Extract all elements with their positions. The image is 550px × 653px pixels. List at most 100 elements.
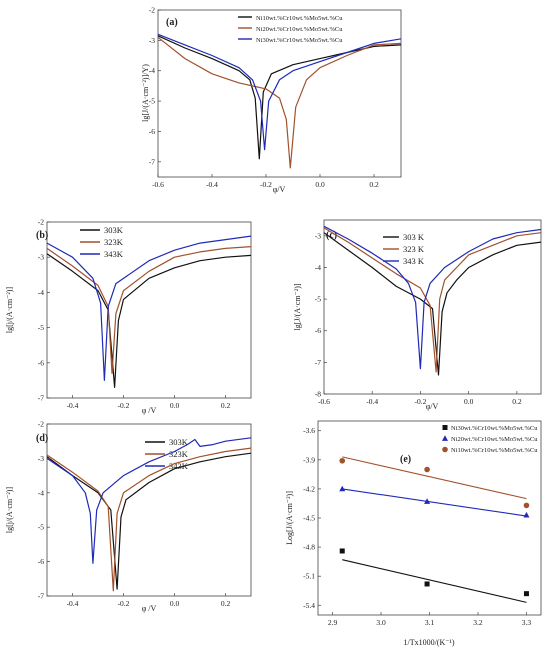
x-tick-label-d: 0.0 bbox=[170, 599, 180, 608]
x-tick-label-b: 0.0 bbox=[170, 401, 180, 410]
y-tick-label-b: -3 bbox=[38, 253, 44, 262]
data-point-e-0 bbox=[523, 591, 529, 597]
y-tick-label-c: -8 bbox=[315, 390, 321, 399]
legend-label-c-2: 343 K bbox=[403, 256, 425, 266]
series-layer-d bbox=[46, 437, 252, 592]
y-tick-label-b: -6 bbox=[38, 358, 44, 367]
x-tick-label-a: 0.2 bbox=[369, 180, 379, 189]
series-line-b-2 bbox=[46, 235, 252, 381]
y-tick-label-e: -3.6 bbox=[303, 426, 315, 435]
y-tick-label-d: -6 bbox=[38, 557, 44, 566]
x-tick-label-c: -0.4 bbox=[366, 397, 378, 406]
y-tick-label-c: -7 bbox=[315, 358, 321, 367]
legend-label-c-0: 303 K bbox=[403, 232, 425, 242]
x-tick-label-e: 3.0 bbox=[376, 618, 386, 627]
legend-e: Ni30wt.%Cr10wt.%Mo5wt.%Cu Ni20wt.%Cr10wt.… bbox=[442, 425, 538, 454]
plot-frame-b bbox=[46, 221, 252, 399]
y-tick-label-e: -5.1 bbox=[303, 572, 315, 581]
x-tick-label-a: 0.0 bbox=[315, 180, 325, 189]
y-axis-label-a: lg[J/(A·cm⁻²)]/Y) bbox=[141, 64, 150, 122]
axes-layer-c: -0.6 -0.4 -0.2 0.0 0.2 -8 -7 -6 -5 -4 -3 φ/V lg[J/(A… bbox=[293, 231, 522, 411]
data-point-e-1 bbox=[523, 511, 530, 518]
y-axis-label-c: lg[J/(A·cm⁻²)] bbox=[293, 283, 302, 330]
x-axis-label-b: φ /V bbox=[142, 406, 157, 415]
series-line-c-2 bbox=[323, 225, 542, 370]
x-axis-label-a: φ/V bbox=[273, 185, 286, 194]
x-tick-label-e: 2.9 bbox=[328, 618, 338, 627]
legend-label-d-0: 303K bbox=[169, 437, 189, 447]
axes-layer-a: -0.6 -0.4 -0.2 0.0 0.2 -7 -6 -5 -4 -3 -2 φ/V lg[J/(A… bbox=[141, 6, 379, 195]
panel-label-c: (c) bbox=[326, 230, 337, 241]
legend-d: 303K 323K 343K bbox=[145, 437, 189, 471]
plot-frame-d bbox=[46, 423, 252, 597]
axes-layer-e: 2.9 3.0 3.1 3.2 3.3 -5.4 -5.1 -4.8 -4.5 -4.2 -3.9 -… bbox=[285, 426, 531, 647]
plot-frame-a bbox=[157, 9, 402, 178]
y-tick-label-c: -3 bbox=[315, 231, 321, 240]
series-line-a-2 bbox=[157, 33, 402, 151]
y-tick-label-a: -4 bbox=[149, 66, 155, 75]
legend-c: 303 K 323 K 343 K bbox=[383, 232, 425, 266]
y-tick-label-b: -4 bbox=[38, 288, 44, 297]
legend-label-b-0: 303K bbox=[104, 225, 124, 235]
x-tick-label-b: -0.4 bbox=[67, 401, 79, 410]
data-point-e-1 bbox=[339, 485, 346, 492]
x-axis-label-c: φ/V bbox=[426, 402, 439, 411]
y-tick-label-a: -2 bbox=[149, 6, 155, 15]
legend-marker-e-0 bbox=[442, 425, 448, 430]
x-tick-label-c: -0.6 bbox=[318, 397, 330, 406]
y-tick-label-d: -7 bbox=[38, 592, 44, 601]
y-tick-label-b: -5 bbox=[38, 323, 44, 332]
legend-label-e-2: Ni10wt.%Cr10wt.%Mo5wt.%Cu bbox=[451, 447, 538, 454]
x-tick-label-a: -0.2 bbox=[260, 180, 272, 189]
y-axis-label-b: lg[j/(A·cm⁻²)] bbox=[5, 287, 14, 333]
x-tick-label-e: 3.3 bbox=[522, 618, 532, 627]
series-layer-b bbox=[46, 235, 252, 388]
y-tick-label-d: -4 bbox=[38, 488, 44, 497]
legend-label-a-1: Ni20wt.%Cr10wt.%Mo5wt.%Cu bbox=[256, 26, 343, 33]
panel-e: (e) Ni30wt.%Cr10wt.%Mo5wt.%Cu Ni20wt.%Cr1… bbox=[285, 420, 542, 647]
legend-label-e-1: Ni20wt.%Cr10wt.%Mo5wt.%Cu bbox=[451, 436, 538, 443]
y-tick-label-e: -4.5 bbox=[303, 514, 315, 523]
y-tick-label-e: -3.9 bbox=[303, 455, 315, 464]
panel-c: (c) 303 K 323 K 343 K -0.6 -0.4 -0.2 0.0 0.2 -8… bbox=[293, 219, 542, 411]
y-tick-label-a: -6 bbox=[149, 127, 155, 136]
fit-line-e-1 bbox=[342, 488, 527, 517]
y-tick-label-c: -6 bbox=[315, 326, 321, 335]
x-axis-label-d: φ /V bbox=[142, 604, 157, 613]
fit-line-e-2 bbox=[342, 456, 527, 500]
data-point-e-0 bbox=[424, 581, 430, 587]
y-axis-label-d: lg[j/(A·cm⁻²)] bbox=[5, 487, 14, 533]
plot-frame-c bbox=[323, 219, 542, 395]
data-point-e-2 bbox=[424, 466, 430, 473]
x-tick-label-e: 3.1 bbox=[425, 618, 435, 627]
x-tick-label-b: 0.2 bbox=[221, 401, 231, 410]
series-line-a-1 bbox=[157, 36, 402, 169]
x-axis-label-e: 1/Tx1000/(K⁻¹) bbox=[403, 638, 454, 647]
y-tick-label-e: -4.8 bbox=[303, 543, 315, 552]
series-line-d-1 bbox=[46, 447, 252, 592]
data-point-e-1 bbox=[424, 498, 431, 504]
y-tick-label-b: -2 bbox=[38, 218, 44, 227]
axes-layer-b: -0.4 -0.2 0.0 0.2 -7 -6 -5 -4 -3 -2 φ /V lg[j/(A·cm… bbox=[5, 218, 230, 416]
series-layer-a bbox=[157, 33, 402, 169]
series-layer-c bbox=[323, 225, 542, 376]
x-tick-label-a: -0.6 bbox=[152, 180, 164, 189]
data-point-e-0 bbox=[339, 548, 345, 554]
x-tick-label-c: -0.2 bbox=[415, 397, 427, 406]
legend-label-d-2: 343K bbox=[169, 461, 189, 471]
y-tick-label-a: -3 bbox=[149, 36, 155, 45]
fit-line-e-0 bbox=[342, 559, 527, 603]
y-tick-label-e: -5.4 bbox=[303, 601, 315, 610]
x-tick-label-e: 3.2 bbox=[473, 618, 483, 627]
y-tick-label-c: -5 bbox=[315, 295, 321, 304]
x-tick-label-a: -0.4 bbox=[206, 180, 218, 189]
legend-b: 303K 323K 343K bbox=[80, 225, 124, 259]
y-tick-label-d: -5 bbox=[38, 523, 44, 532]
x-tick-label-d: 0.2 bbox=[221, 599, 231, 608]
panel-a: (a) Ni10wt.%Cr10wt.%Mo5wt.%Cu Ni20wt.%Cr1… bbox=[141, 6, 402, 195]
y-tick-label-d: -3 bbox=[38, 454, 44, 463]
axes-layer-d: -0.4 -0.2 0.0 0.2 -7 -6 -5 -4 -3 -2 φ /V lg[j/(A·cm… bbox=[5, 420, 230, 614]
legend-label-b-1: 323K bbox=[104, 237, 124, 247]
legend-label-c-1: 323 K bbox=[403, 244, 425, 254]
